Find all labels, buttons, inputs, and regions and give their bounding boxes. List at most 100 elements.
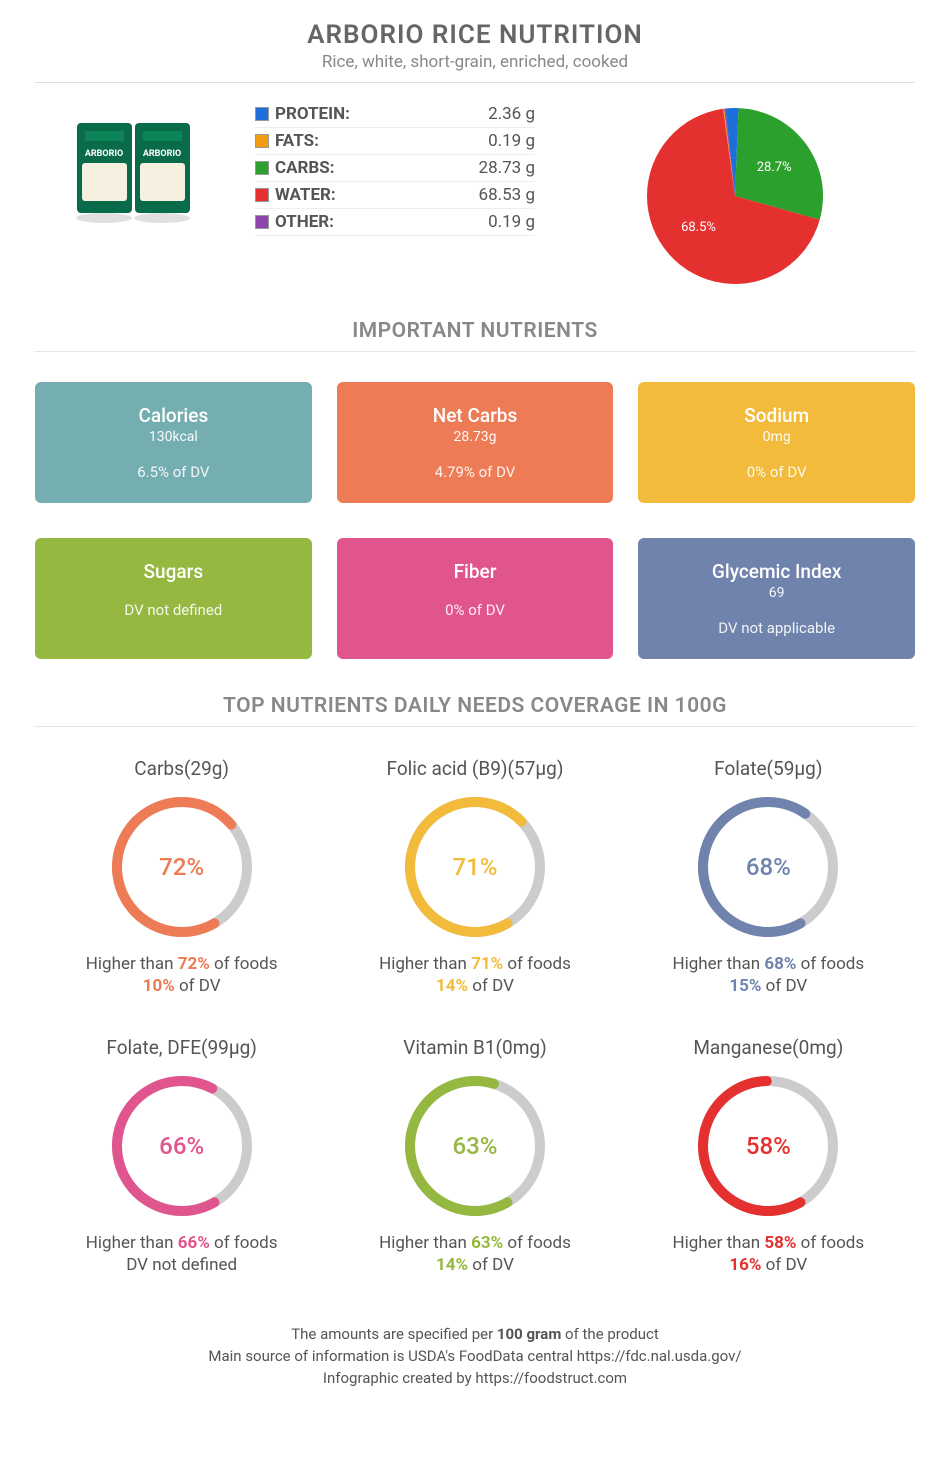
donut-item: Folic acid (B9)(57µg) 71% Higher than 71… <box>330 757 620 996</box>
nutrient-card: Net Carbs 28.73g 4.79% of DV <box>337 382 614 503</box>
card-dv: 6.5% of DV <box>45 463 302 481</box>
macro-value: 0.19 g <box>488 212 535 232</box>
macro-row: WATER: 68.53 g <box>255 182 535 209</box>
macro-swatch <box>255 188 269 202</box>
macro-swatch <box>255 107 269 121</box>
donut-item: Manganese(0mg) 58% Higher than 58% of fo… <box>623 1036 913 1275</box>
footer-line-1: The amounts are specified per 100 gram o… <box>35 1325 915 1343</box>
card-title: Glycemic Index <box>648 560 905 583</box>
page-title: ARBORIO RICE NUTRITION <box>35 20 915 50</box>
donut-desc: Higher than 66% of foods <box>37 1233 327 1253</box>
card-title: Sodium <box>648 404 905 427</box>
donut-chart: 68% <box>693 792 843 942</box>
donut-percent: 66% <box>107 1071 257 1221</box>
donut-label: Folic acid (B9)(57µg) <box>330 757 620 780</box>
donut-chart: 58% <box>693 1071 843 1221</box>
footer-line-2: Main source of information is USDA's Foo… <box>35 1347 915 1365</box>
divider <box>35 351 915 352</box>
macro-value: 68.53 g <box>479 185 535 205</box>
card-dv: DV not applicable <box>648 619 905 637</box>
donut-desc: Higher than 71% of foods <box>330 954 620 974</box>
pie-label: 28.7% <box>757 160 792 175</box>
macro-value: 28.73 g <box>479 158 535 178</box>
donut-label: Folate, DFE(99µg) <box>37 1036 327 1059</box>
page-subtitle: Rice, white, short-grain, enriched, cook… <box>35 52 915 72</box>
card-title: Fiber <box>347 560 604 583</box>
macro-value: 2.36 g <box>488 104 535 124</box>
macro-label: CARBS: <box>275 158 479 178</box>
macro-swatch <box>255 134 269 148</box>
nutrient-card: Sodium 0mg 0% of DV <box>638 382 915 503</box>
card-title: Sugars <box>45 560 302 583</box>
divider <box>35 82 915 83</box>
macro-row: OTHER: 0.19 g <box>255 209 535 236</box>
donut-dv: DV not defined <box>37 1255 327 1275</box>
nutrient-cards-row-2: Sugars DV not defined Fiber 0% of DV Gly… <box>35 538 915 659</box>
nutrient-cards-row-1: Calories 130kcal 6.5% of DV Net Carbs 28… <box>35 382 915 503</box>
card-value: 69 <box>648 585 905 601</box>
macro-row: FATS: 0.19 g <box>255 128 535 155</box>
pie-label: 68.5% <box>681 220 716 235</box>
svg-text:ARBORIO: ARBORIO <box>143 149 181 159</box>
product-image: ARBORIO ARBORIO <box>35 101 235 231</box>
nutrient-card: Sugars DV not defined <box>35 538 312 659</box>
top-row: ARBORIO ARBORIO PROTEIN: 2.36 g FATS: 0.… <box>35 101 915 301</box>
donut-label: Folate(59µg) <box>623 757 913 780</box>
card-value: 0mg <box>648 429 905 445</box>
donut-chart: 66% <box>107 1071 257 1221</box>
macro-label: OTHER: <box>275 212 488 232</box>
card-dv: 4.79% of DV <box>347 463 604 481</box>
donut-dv: 14% of DV <box>330 976 620 996</box>
donut-dv: 10% of DV <box>37 976 327 996</box>
donut-dv: 15% of DV <box>623 976 913 996</box>
donut-percent: 68% <box>693 792 843 942</box>
donut-item: Vitamin B1(0mg) 63% Higher than 63% of f… <box>330 1036 620 1275</box>
donut-grid: Carbs(29g) 72% Higher than 72% of foods … <box>35 757 915 1315</box>
donut-dv: 14% of DV <box>330 1255 620 1275</box>
section-title-top-nutrients: TOP NUTRIENTS DAILY NEEDS COVERAGE IN 10… <box>35 694 915 718</box>
donut-percent: 58% <box>693 1071 843 1221</box>
card-value: 28.73g <box>347 429 604 445</box>
nutrient-card: Calories 130kcal 6.5% of DV <box>35 382 312 503</box>
donut-percent: 72% <box>107 792 257 942</box>
card-dv: DV not defined <box>45 601 302 619</box>
donut-label: Vitamin B1(0mg) <box>330 1036 620 1059</box>
donut-item: Carbs(29g) 72% Higher than 72% of foods … <box>37 757 327 996</box>
card-title: Net Carbs <box>347 404 604 427</box>
macro-swatch <box>255 161 269 175</box>
macro-row: PROTEIN: 2.36 g <box>255 101 535 128</box>
donut-desc: Higher than 63% of foods <box>330 1233 620 1253</box>
section-title-important: IMPORTANT NUTRIENTS <box>35 319 915 343</box>
donut-desc: Higher than 72% of foods <box>37 954 327 974</box>
macro-label: PROTEIN: <box>275 104 488 124</box>
macro-swatch <box>255 215 269 229</box>
divider <box>35 726 915 727</box>
nutrient-card: Glycemic Index 69 DV not applicable <box>638 538 915 659</box>
page-header: ARBORIO RICE NUTRITION Rice, white, shor… <box>35 20 915 72</box>
donut-chart: 72% <box>107 792 257 942</box>
footer: The amounts are specified per 100 gram o… <box>35 1325 915 1387</box>
donut-dv: 16% of DV <box>623 1255 913 1275</box>
card-value: 130kcal <box>45 429 302 445</box>
card-title: Calories <box>45 404 302 427</box>
donut-chart: 63% <box>400 1071 550 1221</box>
card-dv: 0% of DV <box>648 463 905 481</box>
donut-item: Folate(59µg) 68% Higher than 68% of food… <box>623 757 913 996</box>
macro-row: CARBS: 28.73 g <box>255 155 535 182</box>
footer-line-3: Infographic created by https://foodstruc… <box>35 1369 915 1387</box>
macro-label: FATS: <box>275 131 488 151</box>
macro-table: PROTEIN: 2.36 g FATS: 0.19 g CARBS: 28.7… <box>255 101 535 236</box>
donut-label: Carbs(29g) <box>37 757 327 780</box>
macro-value: 0.19 g <box>488 131 535 151</box>
card-dv: 0% of DV <box>347 601 604 619</box>
nutrient-card: Fiber 0% of DV <box>337 538 614 659</box>
donut-item: Folate, DFE(99µg) 66% Higher than 66% of… <box>37 1036 327 1275</box>
pie-chart: 28.7% 68.5% <box>555 101 915 301</box>
svg-text:ARBORIO: ARBORIO <box>85 149 123 159</box>
donut-desc: Higher than 68% of foods <box>623 954 913 974</box>
donut-desc: Higher than 58% of foods <box>623 1233 913 1253</box>
donut-chart: 71% <box>400 792 550 942</box>
donut-percent: 63% <box>400 1071 550 1221</box>
donut-label: Manganese(0mg) <box>623 1036 913 1059</box>
donut-percent: 71% <box>400 792 550 942</box>
